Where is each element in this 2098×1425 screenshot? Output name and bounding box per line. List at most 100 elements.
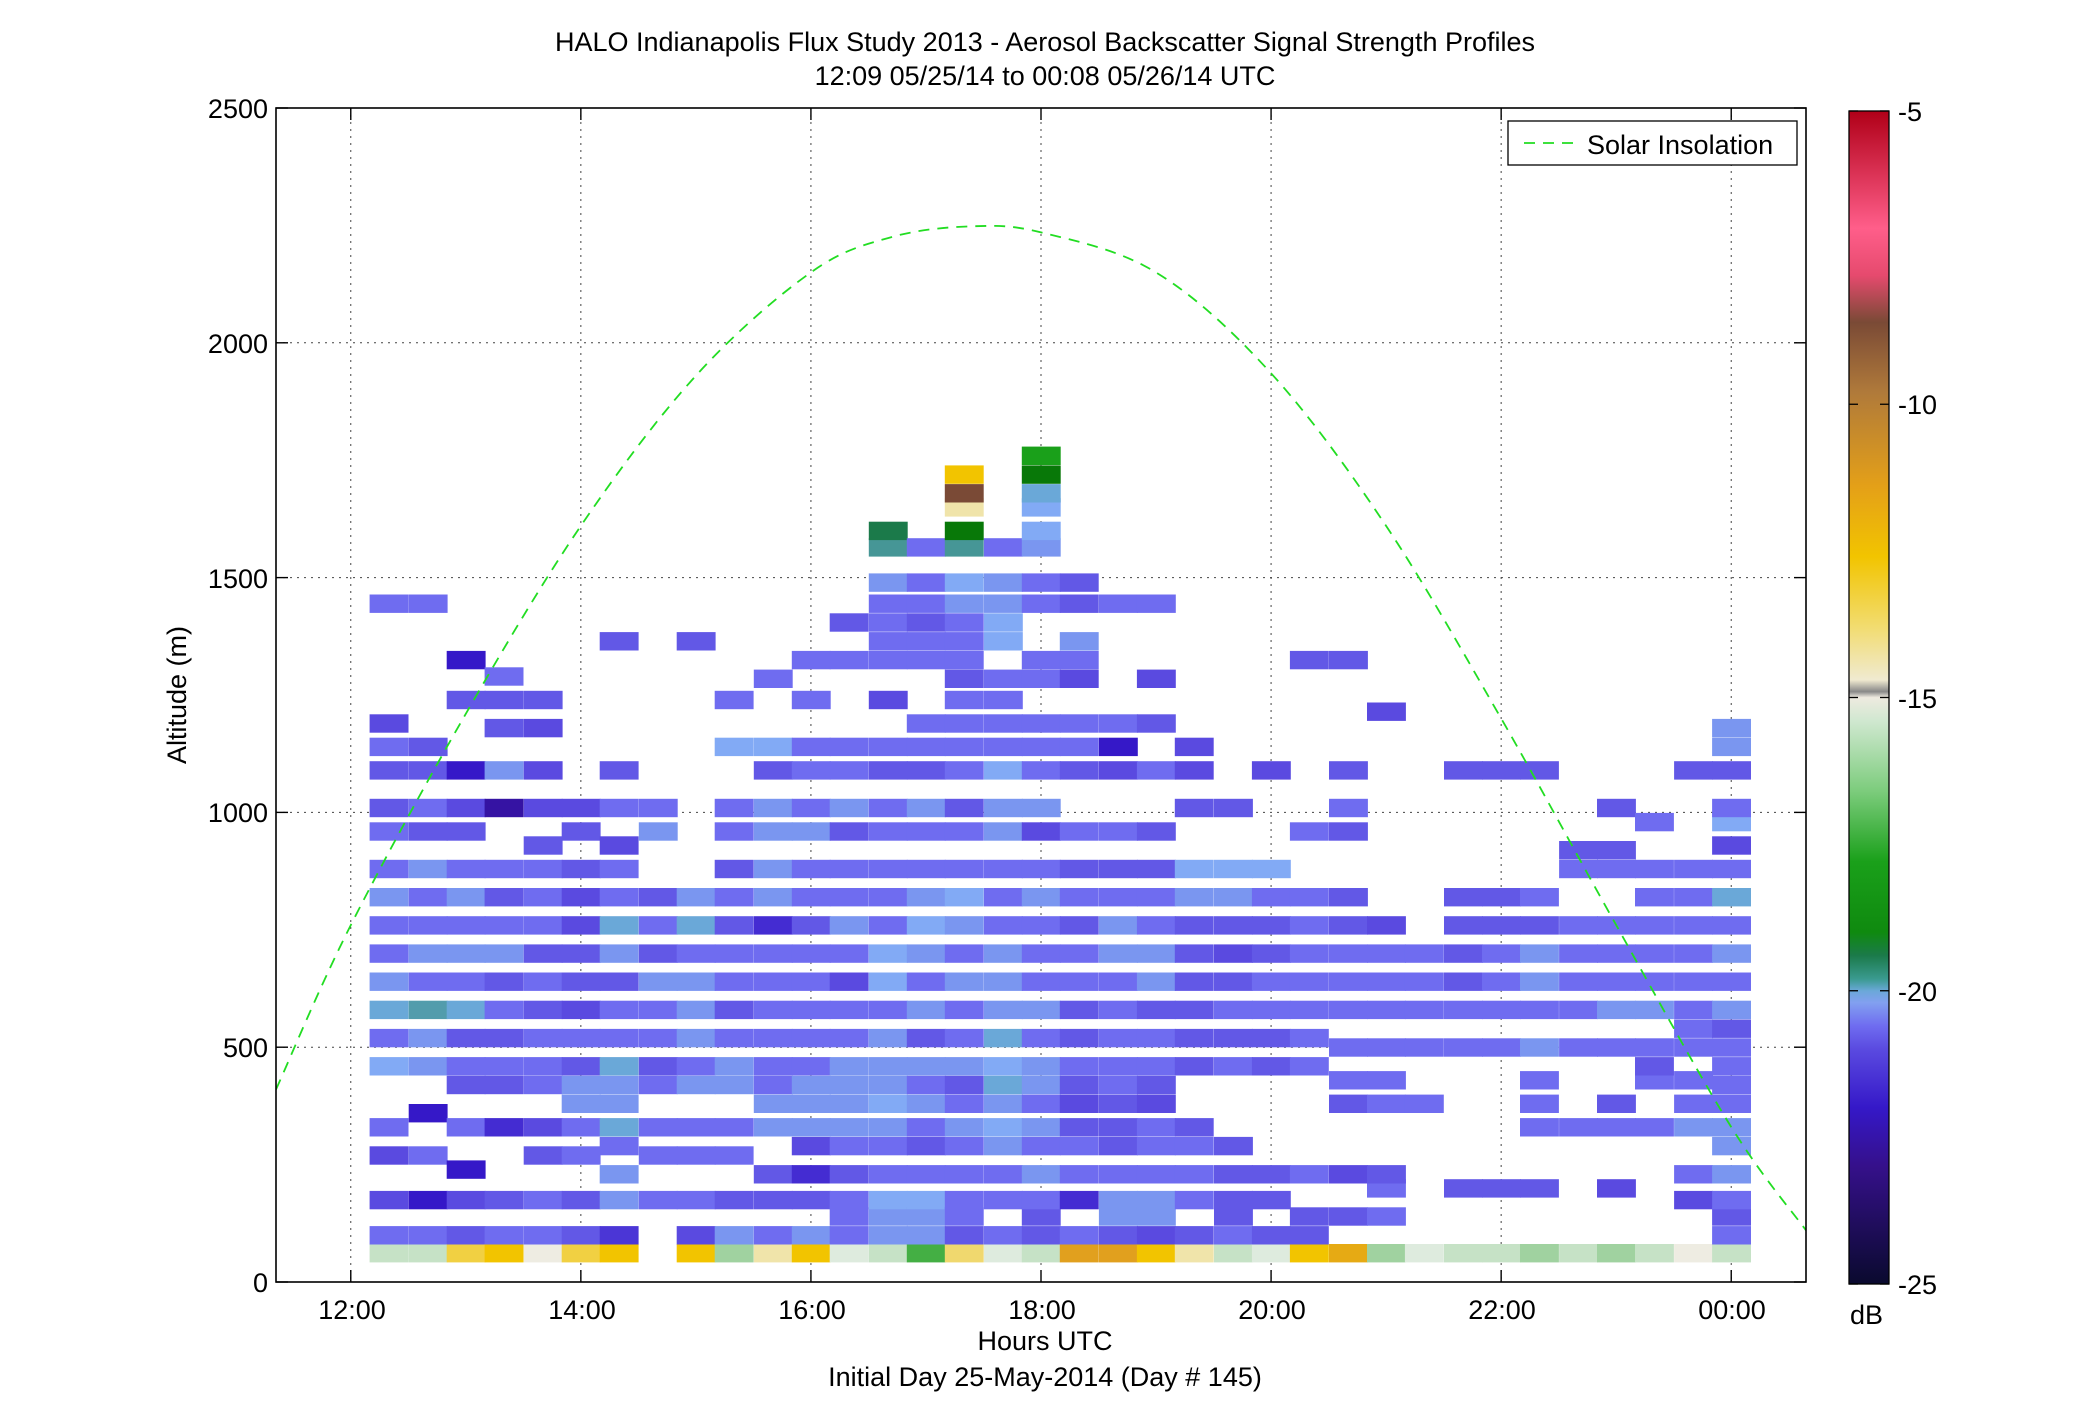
backscatter-cell (753, 737, 793, 757)
backscatter-cell (1214, 1226, 1253, 1245)
backscatter-cell (561, 1057, 601, 1076)
backscatter-cell (1635, 812, 1674, 832)
backscatter-cell (1136, 1226, 1176, 1245)
backscatter-cell (1635, 1038, 1674, 1057)
backscatter-cell (1098, 1094, 1138, 1113)
backscatter-cell (944, 594, 984, 613)
backscatter-cell (1136, 1094, 1176, 1113)
backscatter-cell (791, 650, 831, 670)
backscatter-cell (1597, 798, 1636, 818)
backscatter-cell (983, 944, 1023, 963)
backscatter-cell (868, 1136, 908, 1156)
backscatter-cell (944, 1244, 984, 1263)
backscatter-cell (676, 1118, 716, 1137)
backscatter-cell (523, 944, 563, 963)
backscatter-cell (1174, 888, 1214, 907)
backscatter-cell (1059, 573, 1099, 592)
backscatter-cell (1674, 761, 1713, 780)
axis-ticks (276, 107, 1806, 1283)
backscatter-cell (1444, 888, 1483, 907)
backscatter-cell (676, 1146, 716, 1165)
backscatter-cell (1520, 1071, 1559, 1090)
backscatter-cell (1329, 1207, 1368, 1226)
backscatter-cell (1214, 1136, 1253, 1156)
backscatter-cell (1367, 1207, 1406, 1226)
backscatter-cell (1098, 888, 1138, 907)
backscatter-cell (906, 632, 946, 651)
backscatter-cell (1021, 594, 1061, 613)
backscatter-cell (484, 1190, 524, 1210)
backscatter-cell (1098, 714, 1138, 733)
backscatter-cell (561, 859, 601, 879)
backscatter-cell (1021, 714, 1061, 733)
backscatter-cell (369, 1118, 409, 1137)
backscatter-cell (1098, 1244, 1138, 1263)
backscatter-cell (791, 972, 831, 991)
backscatter-cell (1712, 1165, 1751, 1184)
solar-insolation-line (275, 224, 1807, 1231)
backscatter-cell (1404, 1000, 1444, 1020)
backscatter-cell (484, 1028, 524, 1048)
backscatter-cell (944, 498, 984, 517)
backscatter-cell (1174, 1136, 1214, 1156)
backscatter-cell (1482, 972, 1521, 991)
backscatter-cell (1098, 1057, 1138, 1076)
backscatter-cell (1712, 836, 1751, 855)
backscatter-cell (1444, 944, 1483, 963)
backscatter-cell (906, 972, 946, 991)
backscatter-cell (599, 1244, 639, 1263)
backscatter-cell (791, 916, 831, 935)
backscatter-cell (868, 538, 908, 557)
backscatter-cell (369, 798, 409, 818)
backscatter-cell (1136, 822, 1176, 841)
backscatter-cell (484, 667, 524, 686)
backscatter-cell (638, 1000, 678, 1020)
backscatter-cell (1098, 1136, 1138, 1156)
backscatter-cell (1367, 1038, 1406, 1057)
backscatter-cell (791, 888, 831, 907)
backscatter-cell (906, 1000, 946, 1020)
backscatter-cell (906, 613, 946, 632)
backscatter-cell (1021, 859, 1061, 879)
backscatter-cell (1174, 1244, 1214, 1263)
backscatter-cell (1597, 1094, 1636, 1113)
backscatter-cell (599, 859, 639, 879)
backscatter-cell (944, 632, 984, 651)
backscatter-cell (1329, 1244, 1368, 1263)
backscatter-cell (1674, 859, 1713, 879)
backscatter-cell (1289, 650, 1329, 670)
backscatter-cell (1559, 972, 1598, 991)
backscatter-cell (829, 859, 869, 879)
backscatter-cell (1404, 1244, 1444, 1263)
backscatter-cell (1674, 972, 1713, 991)
backscatter-cell (484, 798, 524, 818)
backscatter-cell (561, 944, 601, 963)
backscatter-cell (1329, 972, 1368, 991)
backscatter-cell (829, 761, 869, 780)
backscatter-cell (446, 944, 486, 963)
x-tick-label-14: 14:00 (548, 1295, 616, 1325)
backscatter-cell (791, 1226, 831, 1245)
backscatter-cell (714, 737, 754, 757)
backscatter-cell (906, 1075, 946, 1095)
backscatter-cell (983, 632, 1023, 651)
backscatter-cell (944, 521, 984, 541)
backscatter-cell (1174, 1118, 1214, 1137)
backscatter-cell (1021, 761, 1061, 780)
backscatter-cell (753, 1165, 793, 1184)
colorbar-tick-label-minus-20: -20 (1898, 977, 1937, 1007)
backscatter-cell (906, 761, 946, 780)
backscatter-cell (868, 613, 908, 632)
backscatter-cell (1482, 888, 1521, 907)
backscatter-cell (906, 1190, 946, 1210)
backscatter-cell (1712, 812, 1751, 832)
backscatter-cell (1021, 446, 1061, 465)
backscatter-cell (944, 737, 984, 757)
backscatter-cell (561, 1226, 601, 1245)
backscatter-cell (676, 632, 716, 651)
backscatter-cell (484, 944, 524, 963)
backscatter-cell (1367, 972, 1406, 991)
backscatter-cell (906, 714, 946, 733)
backscatter-cell (1021, 573, 1061, 592)
